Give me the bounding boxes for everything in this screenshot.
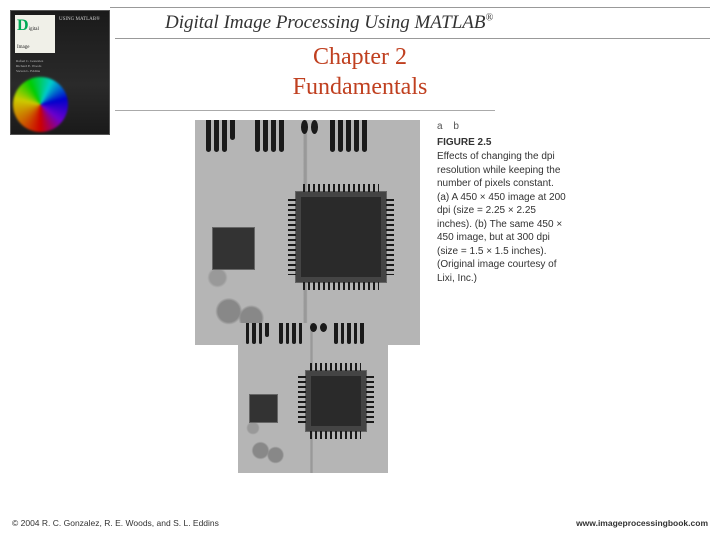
chapter-line1: Chapter 2 — [0, 42, 720, 72]
pcb-image-a — [195, 120, 420, 345]
chapter-line2: Fundamentals — [0, 72, 720, 102]
header-rule — [115, 38, 710, 39]
cover-matlab-label: USING MATLAB® — [59, 17, 100, 22]
small-chip-icon — [250, 395, 277, 422]
main-chip-icon — [296, 192, 386, 282]
caption-figure-number: FIGURE 2.5 — [437, 136, 567, 150]
pcb-image-b — [238, 323, 388, 473]
figure-caption: a b FIGURE 2.5 Effects of changing the d… — [437, 120, 567, 285]
footer-url: www.imageprocessingbook.com — [576, 518, 708, 528]
caption-ab-labels: a b — [437, 120, 567, 134]
slide: Digital Image Processing USING MATLAB® R… — [0, 0, 720, 540]
header-title: Digital Image Processing Using MATLAB® — [165, 12, 493, 34]
caption-text: Effects of changing the dpi resolution w… — [437, 150, 567, 285]
figure-2-5-a — [195, 120, 420, 345]
connector-pins — [195, 120, 420, 165]
figure-content: a b FIGURE 2.5 Effects of changing the d… — [195, 120, 625, 480]
cover-big-letter: D — [17, 17, 29, 34]
footer-copyright: © 2004 R. C. Gonzalez, R. E. Woods, and … — [12, 518, 219, 528]
main-chip-icon — [306, 371, 366, 431]
connector-pins — [238, 323, 388, 353]
registered-mark: ® — [486, 13, 494, 24]
small-chip-icon — [213, 228, 254, 269]
chapter-rule — [115, 110, 495, 111]
figure-2-5-b — [238, 323, 388, 473]
top-rule — [110, 7, 710, 8]
chapter-title: Chapter 2 Fundamentals — [0, 42, 720, 102]
header-title-text: Digital Image Processing Using MATLAB — [165, 12, 486, 33]
